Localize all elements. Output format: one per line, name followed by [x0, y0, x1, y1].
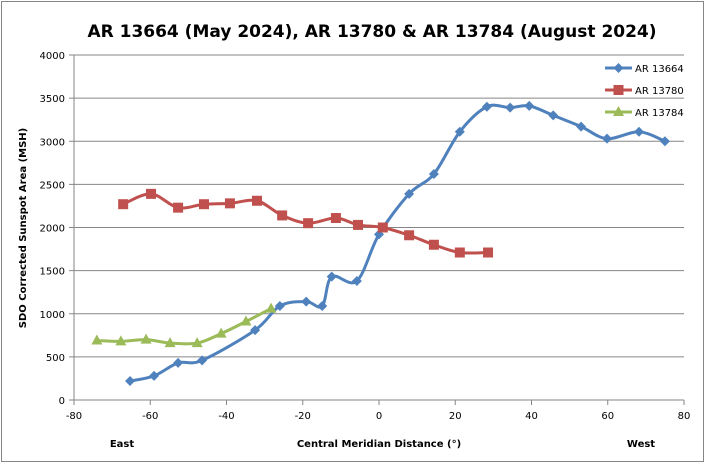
data-point [576, 121, 587, 132]
data-point [404, 230, 415, 241]
data-point [199, 199, 210, 210]
y-tick-label: 0 [59, 396, 65, 407]
x-tick-labels: -80 -60 -40 -20 0 20 40 60 80 [66, 411, 691, 422]
data-point [140, 333, 152, 344]
data-point [115, 335, 127, 346]
x-tick-label: -60 [142, 411, 158, 422]
data-point [659, 136, 670, 147]
data-point [454, 126, 465, 137]
series-line [128, 103, 667, 383]
data-point [428, 239, 439, 250]
y-tick-label: 3500 [40, 94, 65, 105]
x-axis-label: Central Meridian Distance (°) [297, 439, 461, 450]
x-tick-label: 40 [525, 411, 538, 422]
gridlines [74, 54, 684, 358]
x-annotation-west: West [627, 439, 655, 450]
y-tick-label: 2500 [40, 180, 65, 191]
data-point [125, 376, 136, 387]
series-ar-13780 [118, 188, 494, 258]
data-point [634, 126, 645, 137]
data-point [548, 110, 559, 121]
x-tick-label: -80 [66, 411, 82, 422]
data-point [191, 337, 203, 348]
data-point [250, 325, 261, 336]
x-tick-label: 20 [449, 411, 462, 422]
x-tick-label: -40 [218, 411, 234, 422]
data-point [601, 133, 612, 144]
series-ar-13784 [91, 302, 277, 348]
legend: AR 13664 AR 13780 AR 13784 [605, 63, 684, 119]
data-point [224, 198, 235, 209]
legend-item: AR 13664 [605, 63, 684, 75]
axes [69, 54, 685, 405]
data-point [265, 302, 277, 313]
legend-label: AR 13780 [635, 86, 684, 97]
y-tick-label: 2000 [40, 224, 65, 235]
chart-title: AR 13664 (May 2024), AR 13780 & AR 13784… [87, 22, 656, 42]
legend-marker [613, 106, 624, 116]
x-tick-label: -20 [295, 411, 311, 422]
x-annotation-east: East [110, 439, 135, 450]
data-point [428, 169, 439, 180]
data-point [173, 202, 184, 213]
data-point [454, 247, 465, 258]
x-tick-label: 0 [376, 411, 382, 422]
data-point [149, 370, 160, 381]
legend-item: AR 13784 [605, 106, 684, 119]
data-point [505, 102, 516, 113]
data-point [274, 300, 285, 311]
data-point [524, 100, 535, 111]
data-point [353, 219, 364, 230]
series-ar-13664 [125, 100, 670, 387]
y-tick-label: 1500 [40, 267, 65, 278]
x-tick-label: 60 [601, 411, 614, 422]
data-point [91, 334, 103, 345]
data-point [330, 213, 341, 224]
y-axis-label: SDO Corrected Sunspot Area (MSH) [18, 128, 29, 329]
y-tick-labels: 0 500 1000 1500 2000 2500 3000 3500 4000 [40, 51, 65, 407]
data-point [404, 188, 415, 199]
legend-label: AR 13664 [635, 64, 684, 75]
x-tick-label: 80 [678, 411, 691, 422]
legend-marker [613, 85, 624, 95]
data-point [481, 101, 492, 112]
data-point [164, 337, 176, 348]
data-point [326, 271, 337, 282]
data-point [118, 199, 129, 210]
data-point [240, 315, 252, 326]
data-point [317, 300, 328, 311]
legend-marker [613, 63, 624, 73]
series-group [91, 100, 670, 387]
data-point [483, 247, 494, 258]
y-tick-label: 500 [46, 353, 65, 364]
y-tick-label: 4000 [40, 51, 65, 62]
data-point [303, 218, 314, 229]
y-tick-label: 1000 [40, 310, 65, 321]
data-point [252, 195, 262, 206]
data-point [215, 327, 227, 338]
data-point [146, 188, 157, 199]
legend-label: AR 13784 [635, 108, 684, 119]
data-point [377, 222, 388, 233]
data-point [197, 355, 208, 366]
data-point [351, 275, 362, 286]
legend-item: AR 13780 [605, 85, 684, 97]
y-tick-label: 3000 [40, 137, 65, 148]
data-point [277, 210, 288, 221]
data-point [301, 296, 312, 307]
data-point [173, 357, 184, 368]
